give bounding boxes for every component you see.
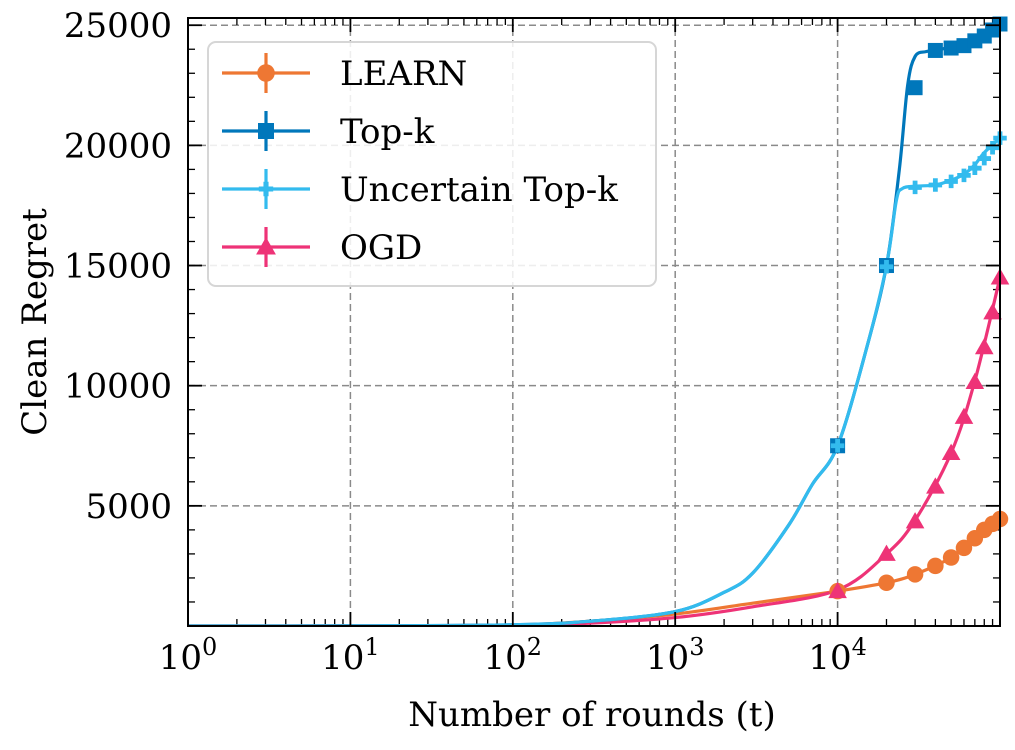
x-axis-label: Number of rounds (t) — [408, 695, 775, 735]
y-tick-labels: 5000 10000 15000 20000 25000 — [64, 6, 172, 527]
series-line-ogd — [188, 277, 1000, 626]
series-line-learn — [188, 518, 1000, 626]
legend-marker — [258, 181, 274, 197]
data-point-ogd — [941, 443, 961, 460]
data-point-top-k — [943, 40, 959, 56]
x-tick-label: 101 — [321, 633, 380, 678]
data-point-learn — [927, 557, 944, 575]
data-point-ogd — [905, 512, 925, 529]
data-point-learn — [942, 549, 960, 566]
legend-marker — [256, 237, 276, 255]
x-tick-label: 103 — [646, 633, 705, 678]
data-point-ogd — [954, 407, 974, 424]
data-point-uncertain-top-k — [908, 180, 922, 195]
legend-label: OGD — [340, 228, 422, 268]
y-tick-label: 15000 — [64, 247, 172, 287]
legend-entry-learn: LEARN — [222, 53, 467, 94]
data-point-learn — [955, 539, 973, 557]
data-point-uncertain-top-k — [879, 259, 894, 274]
data-point-learn — [878, 574, 895, 591]
y-tick-label: 10000 — [64, 367, 172, 407]
data-point-ogd — [974, 337, 994, 355]
legend-label: Uncertain Top-k — [340, 170, 618, 210]
x-tick-labels: 100 101 102 103 104 — [159, 633, 867, 678]
data-point-uncertain-top-k — [928, 178, 943, 192]
legend-entry-top-k: Top-k — [222, 111, 435, 152]
data-point-top-k — [927, 42, 943, 58]
x-tick-label: 102 — [484, 633, 543, 678]
legend-marker — [257, 64, 275, 82]
legend-label: LEARN — [340, 54, 467, 94]
y-tick-label: 5000 — [85, 487, 172, 527]
legend-entry-ogd: OGD — [222, 227, 422, 268]
data-point-ogd — [965, 372, 985, 390]
data-point-uncertain-top-k — [977, 151, 992, 166]
legend-entries: LEARN Top-k Uncertain Top-k OGD — [222, 53, 618, 268]
data-point-uncertain-top-k — [985, 141, 1000, 155]
data-point-ogd — [983, 303, 1002, 320]
legend-box — [207, 41, 657, 287]
x-tick-label: 100 — [159, 633, 218, 678]
x-tick-label: 104 — [808, 633, 867, 678]
major-ticks — [187, 18, 1000, 626]
y-tick-label: 25000 — [64, 6, 172, 46]
y-axis-label: Clean Regret — [15, 208, 55, 436]
legend: LEARN Top-k Uncertain Top-k OGD — [207, 41, 657, 287]
plot-frame — [187, 17, 1001, 627]
data-point-top-k — [907, 80, 923, 96]
data-point-ogd — [926, 477, 945, 494]
y-tick-label: 20000 — [64, 126, 172, 166]
data-point-ogd — [828, 581, 847, 599]
data-point-learn — [906, 566, 924, 583]
legend-entry-uncertain-top-k: Uncertain Top-k — [222, 169, 618, 210]
legend-label: Top-k — [340, 112, 435, 152]
data-point-ogd — [877, 544, 896, 561]
minor-ticks — [188, 18, 1000, 626]
data-point-uncertain-top-k — [944, 174, 958, 189]
data-point-uncertain-top-k — [957, 168, 971, 183]
data-point-uncertain-top-k — [830, 439, 845, 453]
series-line-uncertain-top-k — [188, 136, 1000, 626]
data-point-uncertain-top-k — [968, 161, 982, 175]
legend-marker — [258, 123, 274, 139]
